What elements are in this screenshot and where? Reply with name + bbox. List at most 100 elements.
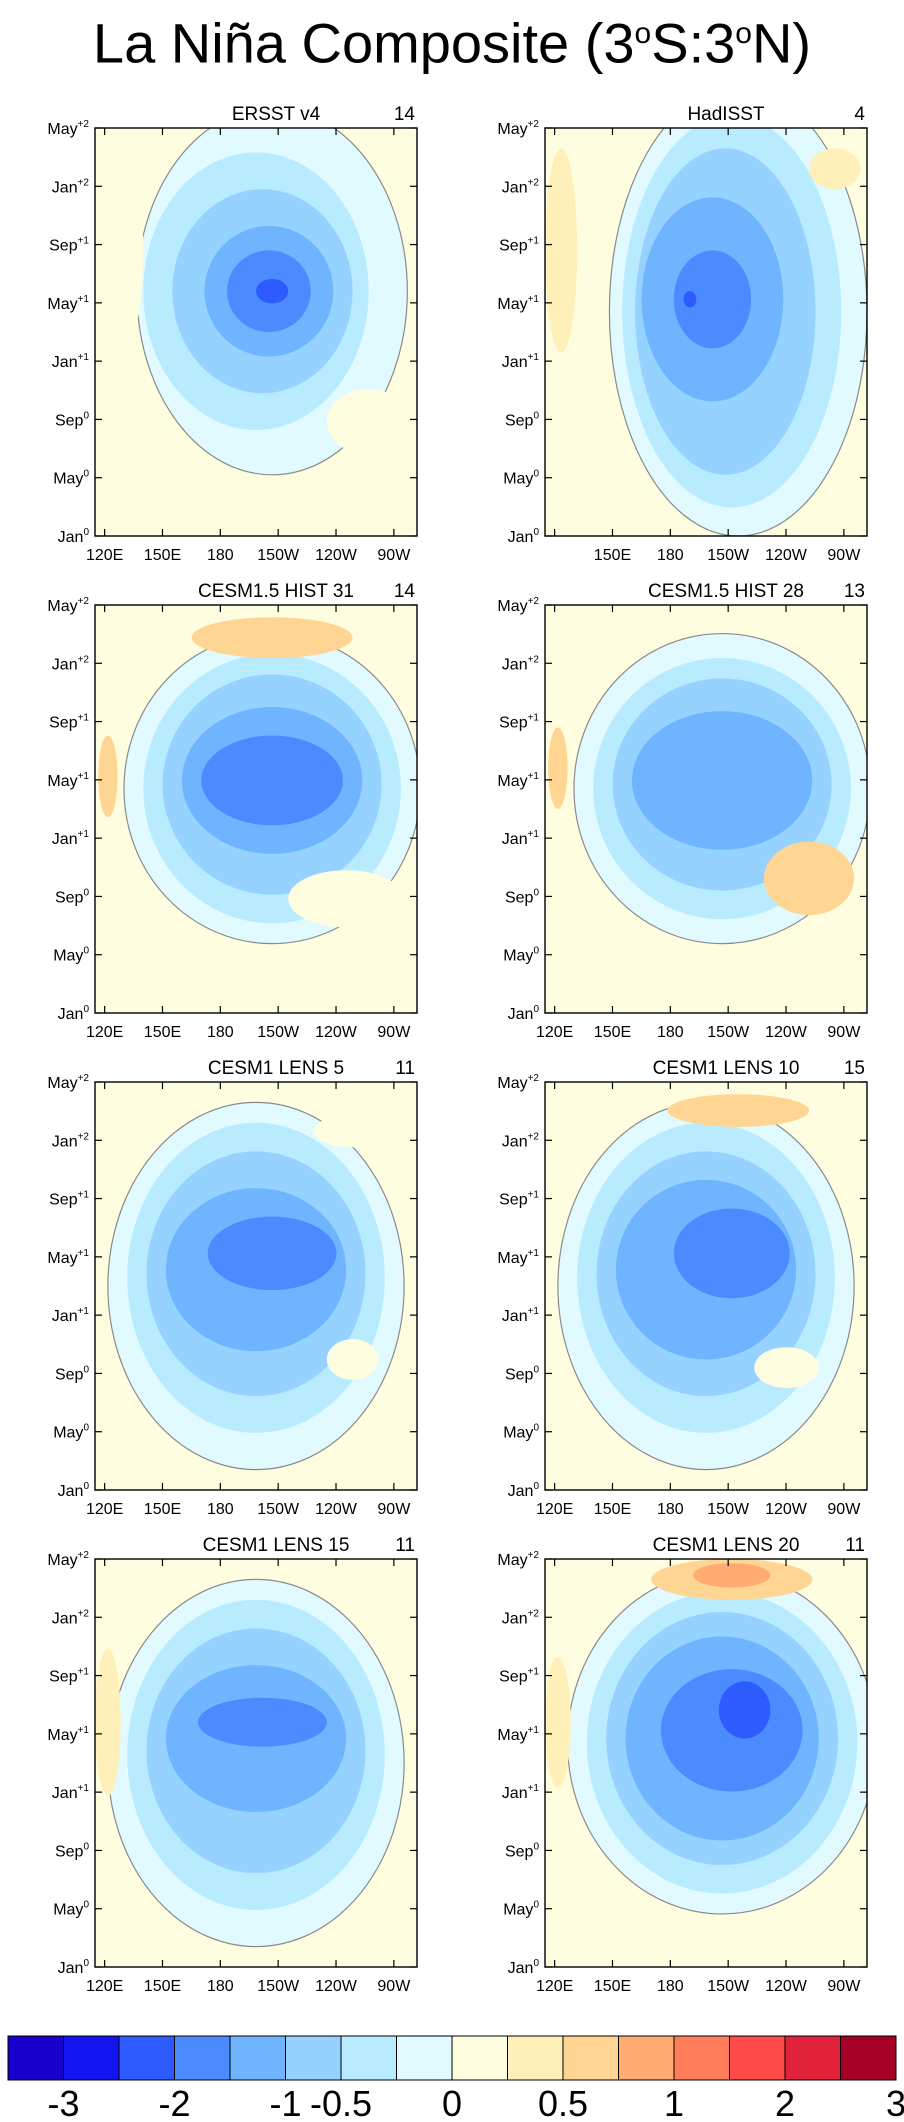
contour-region <box>545 1656 571 1788</box>
y-tick-label: Jan+2 <box>52 1131 90 1150</box>
x-tick-label: 150W <box>257 1978 300 1995</box>
y-tick-label: Sep+1 <box>499 1667 539 1686</box>
panel-frame <box>544 1558 868 1968</box>
y-tick-label: Jan0 <box>508 527 540 546</box>
y-tick-label: May+1 <box>497 1248 539 1267</box>
y-tick-label: Jan0 <box>508 1481 540 1500</box>
colorbar-swatch <box>118 2035 175 2081</box>
x-tick-label: 90W <box>377 1978 411 1995</box>
y-tick-label: Jan+1 <box>502 352 540 371</box>
y-tick-label: Jan0 <box>508 1958 540 1977</box>
y-tick-label: May+1 <box>497 1725 539 1744</box>
y-tick-label: Jan+1 <box>502 829 540 848</box>
panel-count: 11 <box>395 1058 415 1079</box>
y-tick-label: May+2 <box>497 1550 539 1569</box>
x-tick-label: 90W <box>827 547 861 564</box>
x-tick-label: 120W <box>315 547 358 564</box>
colorbar-swatch <box>507 2035 564 2081</box>
colorbar-label: -0.5 <box>310 2083 372 2122</box>
x-tick-label: 120E <box>86 1024 123 1041</box>
panel-title: CESM1 LENS 5 <box>208 1058 344 1079</box>
x-tick-label: 120E <box>86 1501 123 1518</box>
x-tick-label: 150E <box>144 1978 181 1995</box>
panel-title: CESM1 LENS 10 <box>653 1058 800 1079</box>
contour-region <box>631 711 813 850</box>
x-tick-label: 180 <box>657 1024 684 1041</box>
colorbar-label: -3 <box>47 2083 79 2122</box>
x-tick-label: 120E <box>536 1978 573 1995</box>
y-tick-label: Jan0 <box>58 1958 90 1977</box>
y-tick-label: Sep+1 <box>49 713 89 732</box>
colorbar-swatch <box>229 2035 286 2081</box>
contour-region <box>763 841 855 916</box>
colorbar-swatch <box>562 2035 619 2081</box>
contour-region <box>326 389 411 455</box>
colorbar-label: -2 <box>158 2083 190 2122</box>
panel-title: CESM1 LENS 20 <box>653 1535 800 1556</box>
y-tick-label: May+2 <box>47 119 89 138</box>
contour-region <box>98 735 118 818</box>
colorbar-swatch <box>7 2035 64 2081</box>
y-tick-label: May+2 <box>497 119 539 138</box>
contour-region <box>754 1347 819 1388</box>
contour-field <box>95 128 417 536</box>
x-tick-label: 180 <box>207 1501 234 1518</box>
panel-count: 13 <box>844 581 865 602</box>
contour-field <box>545 605 867 1013</box>
contour-region <box>683 291 697 308</box>
panel-frame <box>94 1558 418 1968</box>
contour-region <box>693 1563 771 1588</box>
y-tick-label: May0 <box>53 469 89 488</box>
y-tick-label: May+1 <box>47 1248 89 1267</box>
x-tick-label: 150W <box>257 1024 300 1041</box>
x-tick-label: 150W <box>707 1024 750 1041</box>
contour-region <box>673 250 752 349</box>
x-tick-label: 120W <box>765 1978 808 1995</box>
y-tick-label: Jan+1 <box>502 1306 540 1325</box>
x-tick-label: 150E <box>144 1501 181 1518</box>
y-tick-label: May+2 <box>47 1073 89 1092</box>
x-tick-label: 90W <box>377 1501 411 1518</box>
y-tick-label: Jan+1 <box>52 1783 90 1802</box>
contour-region <box>207 1216 337 1291</box>
colorbar-label: 3 <box>886 2083 904 2122</box>
y-tick-label: Sep+1 <box>499 713 539 732</box>
contour-region <box>545 148 578 353</box>
x-tick-label: 120E <box>86 547 123 564</box>
contour-region <box>111 160 144 341</box>
x-tick-label: 150E <box>594 547 631 564</box>
x-tick-label: 120W <box>315 1978 358 1995</box>
panel-frame <box>544 127 868 537</box>
panel-frame <box>94 604 418 1014</box>
panel-frame <box>94 127 418 537</box>
colorbar-label: 2 <box>775 2083 795 2122</box>
colorbar-swatch <box>340 2035 397 2081</box>
x-tick-label: 180 <box>657 547 684 564</box>
panel: CESM1 LENS 10 15 May+2 Jan+2 Sep+1 May+1 Jan+1… <box>497 1058 868 1518</box>
panel-frame <box>544 1081 868 1491</box>
x-tick-label: 150W <box>257 547 300 564</box>
colorbar-swatch <box>174 2035 231 2081</box>
x-tick-label: 90W <box>827 1501 861 1518</box>
panel: CESM1.5 HIST 31 14 May+2 Jan+2 Sep+1 May+1 Jan… <box>47 581 418 1041</box>
x-tick-label: 120W <box>765 1501 808 1518</box>
figure-title: La Niña Composite (3oS:3oN) <box>92 11 812 75</box>
panel: CESM1 LENS 15 11 May+2 Jan+2 Sep+1 May+1 Jan+1… <box>47 1535 418 1995</box>
x-tick-label: 150E <box>594 1024 631 1041</box>
contour-region <box>201 735 343 826</box>
x-tick-label: 180 <box>657 1501 684 1518</box>
panel: CESM1 LENS 5 11 May+2 Jan+2 Sep+1 May+1 Jan+1 S… <box>47 1058 418 1518</box>
panel: CESM1 LENS 20 11 May+2 Jan+2 Sep+1 May+1 Jan+1… <box>497 1535 868 1995</box>
y-tick-label: May0 <box>53 1423 89 1442</box>
panel-count: 14 <box>394 581 416 602</box>
x-tick-label: 180 <box>207 1024 234 1041</box>
y-tick-label: Sep0 <box>55 1364 89 1383</box>
y-tick-label: Jan0 <box>58 527 90 546</box>
y-tick-label: Sep+1 <box>49 1667 89 1686</box>
contour-region <box>288 870 405 928</box>
y-tick-label: May+2 <box>497 596 539 615</box>
y-tick-label: May+2 <box>47 1550 89 1569</box>
contour-field <box>95 1082 417 1490</box>
x-tick-label: 150E <box>594 1501 631 1518</box>
y-tick-label: Sep0 <box>55 410 89 429</box>
